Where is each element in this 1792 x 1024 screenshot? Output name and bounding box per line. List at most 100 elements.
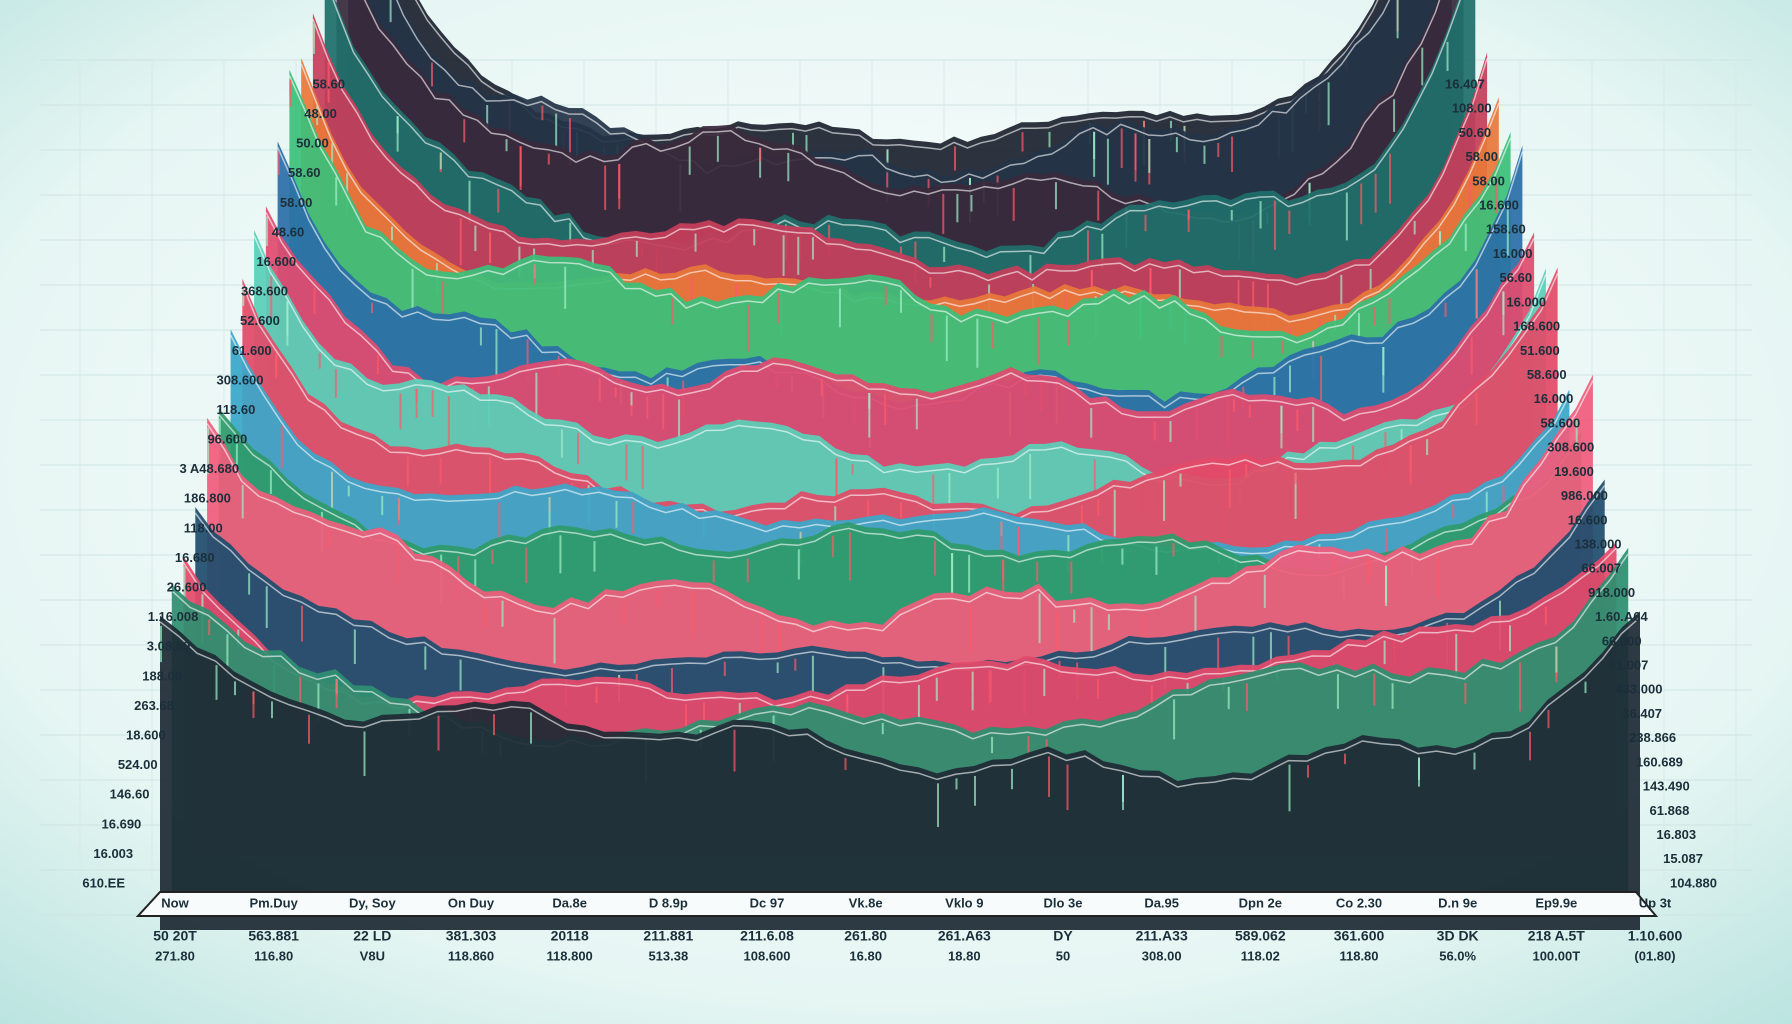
candle <box>646 396 649 419</box>
candle <box>389 0 392 23</box>
candle <box>406 456 409 487</box>
candle <box>439 457 442 485</box>
candle <box>948 473 951 503</box>
candle <box>1438 231 1441 246</box>
candle <box>776 662 779 674</box>
candle <box>1000 521 1003 570</box>
candle <box>970 194 973 212</box>
candle <box>1475 393 1478 426</box>
bottom-label: Co 2.30 <box>1336 895 1382 910</box>
candle <box>363 731 366 777</box>
candle <box>277 151 280 175</box>
candle <box>1054 182 1057 210</box>
candle <box>1437 556 1440 598</box>
axis-label: 308.600 <box>1547 440 1594 455</box>
candle <box>1374 173 1377 213</box>
axis-label: 168.600 <box>1513 319 1560 334</box>
candle <box>805 135 808 154</box>
bottom-label: 20118 <box>551 928 589 944</box>
candle <box>1383 640 1386 665</box>
axis-label: 186.800 <box>184 491 231 506</box>
bottom-label: Ep9.9e <box>1535 895 1577 910</box>
candle <box>501 600 504 627</box>
candle <box>1455 634 1458 683</box>
candle <box>1097 190 1100 221</box>
axis-label: 96.600 <box>207 432 247 447</box>
candle <box>1369 268 1372 294</box>
axis-label: 15.087 <box>1663 851 1703 866</box>
axis-label: 50.00 <box>296 136 329 151</box>
candle <box>1101 233 1104 270</box>
candle <box>335 679 338 698</box>
candle <box>1043 668 1046 697</box>
candle <box>1555 646 1558 673</box>
candle <box>559 535 562 574</box>
candle <box>797 549 800 580</box>
candle <box>811 237 814 260</box>
candle <box>974 775 976 806</box>
candle <box>968 554 971 593</box>
bottom-label: V8U <box>360 948 385 963</box>
candle <box>1120 128 1123 168</box>
candle <box>932 474 935 513</box>
ridge-line <box>206 380 1594 633</box>
candle <box>316 106 319 126</box>
candle <box>498 502 501 544</box>
candle <box>397 497 400 525</box>
candle <box>955 778 958 790</box>
candle <box>265 216 268 247</box>
candle <box>662 393 665 430</box>
candle <box>1345 192 1348 241</box>
candle <box>1385 565 1388 607</box>
bottom-label: 22 LD <box>353 928 391 944</box>
candle <box>459 659 462 691</box>
candle <box>1248 404 1251 418</box>
bottom-label: 211.881 <box>643 928 693 944</box>
candle <box>792 132 794 149</box>
candle <box>1294 472 1297 520</box>
bottom-label: 56.0% <box>1439 948 1476 963</box>
candle <box>564 266 567 309</box>
candle <box>820 379 823 396</box>
candle <box>252 691 255 705</box>
candle <box>1121 548 1124 565</box>
candle <box>838 288 841 328</box>
candle <box>1173 699 1176 740</box>
candle <box>1252 281 1255 326</box>
candle <box>553 617 556 664</box>
candle <box>1038 593 1041 644</box>
candle <box>1067 320 1070 346</box>
candle <box>533 248 536 259</box>
candle <box>787 152 790 182</box>
candle <box>353 629 356 665</box>
candle <box>331 471 333 509</box>
ridge-line <box>229 334 1571 555</box>
candle <box>463 119 466 143</box>
bottom-label: 100.00T <box>1532 948 1580 963</box>
ridge-line <box>265 211 1535 422</box>
candle <box>846 694 849 725</box>
axis-label: 48.60 <box>272 224 305 239</box>
candle <box>846 694 849 709</box>
bottom-label: Vklo 9 <box>945 895 983 910</box>
candle <box>1584 681 1587 694</box>
candle <box>577 432 580 465</box>
candle <box>1090 408 1093 438</box>
candle <box>886 149 889 161</box>
candle <box>415 388 418 419</box>
candle <box>996 467 999 499</box>
candle <box>1106 138 1109 185</box>
candle <box>526 339 529 382</box>
axis-label: 66.000 <box>1602 633 1642 648</box>
candle <box>1064 293 1067 316</box>
candle <box>1144 214 1147 232</box>
candle <box>930 313 933 343</box>
axis-label: 52.600 <box>240 313 280 328</box>
candle <box>248 573 251 595</box>
candle <box>479 327 482 346</box>
candle <box>1468 179 1471 214</box>
ridge-line <box>253 235 1547 486</box>
candle <box>1097 499 1100 516</box>
candle <box>1122 774 1124 802</box>
candle <box>1179 473 1182 487</box>
